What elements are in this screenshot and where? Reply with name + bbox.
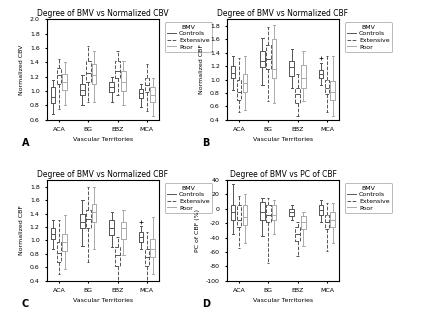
Text: C: C	[22, 299, 29, 309]
Legend: Controls, Extensive, Poor: Controls, Extensive, Poor	[345, 183, 392, 213]
Y-axis label: Normalized CBF: Normalized CBF	[199, 44, 204, 94]
Y-axis label: Normalized CBF: Normalized CBF	[19, 205, 24, 256]
Title: Degree of BMV vs Normalized CBV: Degree of BMV vs Normalized CBV	[37, 9, 169, 19]
Text: B: B	[202, 138, 209, 148]
Title: Degree of BMV vs PC of CBF: Degree of BMV vs PC of CBF	[229, 170, 336, 179]
Y-axis label: Normalized CBV: Normalized CBV	[19, 44, 24, 95]
Title: Degree of BMV vs Normalized CBF: Degree of BMV vs Normalized CBF	[218, 9, 349, 19]
Legend: Controls, Extensive, Poor: Controls, Extensive, Poor	[165, 22, 212, 52]
X-axis label: Vascular Territories: Vascular Territories	[73, 137, 133, 142]
Title: Degree of BMV vs Normalized CBF: Degree of BMV vs Normalized CBF	[37, 170, 168, 179]
Text: A: A	[22, 138, 29, 148]
X-axis label: Vascular Territories: Vascular Territories	[73, 298, 133, 303]
X-axis label: Vascular Territories: Vascular Territories	[253, 298, 313, 303]
Y-axis label: PC of CBF (%): PC of CBF (%)	[195, 209, 200, 252]
X-axis label: Vascular Territories: Vascular Territories	[253, 137, 313, 142]
Text: D: D	[202, 299, 210, 309]
Legend: Controls, Extensive, Poor: Controls, Extensive, Poor	[345, 22, 392, 52]
Legend: Controls, Extensive, Poor: Controls, Extensive, Poor	[165, 183, 212, 213]
